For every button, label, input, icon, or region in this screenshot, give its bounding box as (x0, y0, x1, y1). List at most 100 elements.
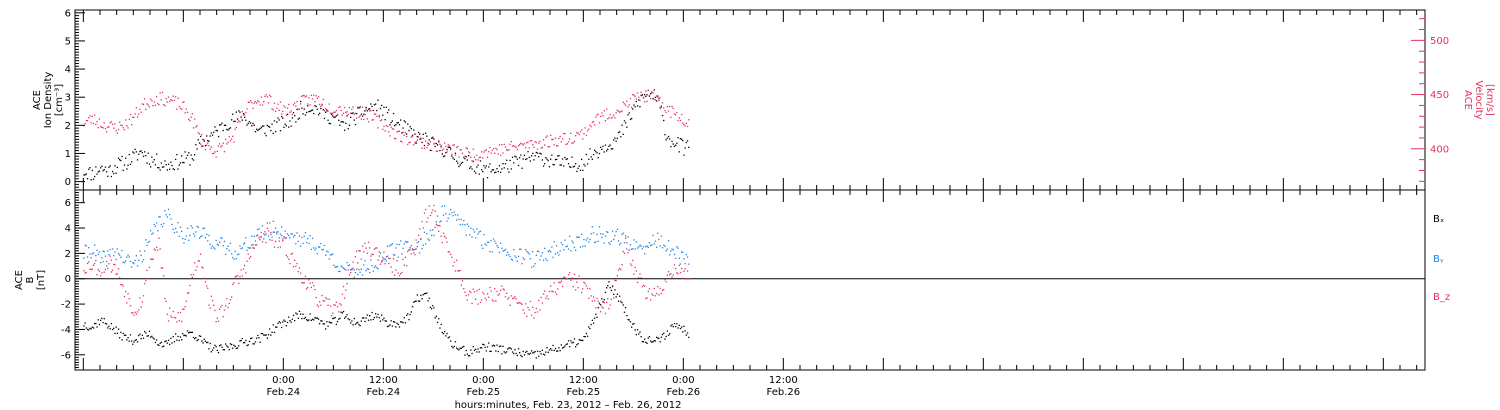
data-point (677, 327, 679, 329)
data-point (400, 119, 402, 121)
data-point (241, 337, 243, 340)
data-point (519, 352, 521, 354)
data-point (417, 240, 420, 243)
data-point (238, 345, 240, 347)
data-point (488, 241, 490, 243)
data-point (131, 266, 133, 268)
data-point (602, 145, 604, 147)
data-point (335, 266, 337, 268)
data-point (336, 320, 339, 323)
data-point (573, 165, 576, 167)
data-point (295, 105, 297, 107)
data-point (678, 324, 680, 326)
data-point (92, 122, 95, 125)
data-point (333, 116, 335, 118)
data-point (340, 265, 342, 267)
data-point (159, 216, 161, 218)
data-point (501, 168, 503, 170)
data-point (466, 299, 468, 301)
data-point (223, 349, 226, 351)
data-point (160, 341, 162, 343)
data-point (260, 126, 262, 129)
data-point (165, 340, 167, 342)
data-point (264, 334, 266, 336)
data-point (282, 240, 284, 242)
data-point (667, 334, 670, 336)
data-point (131, 124, 133, 126)
data-point (641, 248, 643, 250)
data-point (331, 113, 333, 115)
data-point (595, 313, 597, 315)
data-point (445, 335, 447, 337)
data-point (140, 338, 142, 340)
data-point (150, 258, 152, 260)
velocity-tick-label: 450 (1430, 90, 1449, 101)
data-point (579, 339, 582, 341)
data-point (111, 123, 114, 125)
date-tick-label: Feb.25 (567, 387, 601, 398)
data-point (675, 144, 677, 146)
data-point (191, 331, 193, 333)
data-point (623, 120, 626, 122)
data-point (477, 164, 479, 166)
data-point (542, 353, 545, 355)
data-point (296, 232, 298, 234)
data-point (445, 237, 447, 239)
data-point (261, 104, 264, 106)
data-point (447, 217, 449, 219)
data-point (392, 112, 395, 115)
density-axis-label-line2: Ion Density (43, 72, 54, 129)
data-point (636, 281, 639, 284)
data-point (252, 107, 254, 110)
data-point (535, 357, 537, 359)
data-point (485, 165, 487, 167)
data-point (277, 231, 279, 233)
data-point (567, 340, 570, 342)
data-point (95, 322, 97, 325)
data-point (373, 104, 376, 106)
data-point (232, 256, 234, 259)
data-point (147, 104, 149, 106)
data-point (308, 242, 310, 245)
data-point (609, 114, 611, 116)
data-point (570, 250, 572, 252)
data-point (338, 106, 340, 109)
data-point (201, 134, 203, 136)
data-point (228, 128, 230, 130)
data-point (604, 144, 607, 146)
data-point (150, 166, 152, 168)
data-point (619, 244, 621, 246)
data-point (341, 266, 343, 268)
data-point (603, 302, 605, 304)
data-point (297, 240, 299, 243)
data-point (100, 261, 102, 264)
data-point (426, 233, 428, 235)
data-point (242, 342, 245, 344)
data-point (392, 254, 395, 256)
data-point (115, 258, 117, 261)
data-point (463, 288, 465, 290)
data-point (658, 337, 660, 340)
data-point (452, 347, 454, 349)
data-point (327, 119, 329, 121)
data-point (304, 96, 307, 98)
data-point (172, 336, 174, 338)
data-point (192, 159, 195, 161)
data-point (513, 249, 515, 251)
data-point (108, 126, 110, 128)
data-point (534, 312, 536, 314)
data-point (514, 145, 516, 148)
data-point (311, 318, 314, 320)
data-point (313, 112, 315, 115)
data-point (103, 169, 105, 171)
data-point (203, 139, 205, 141)
data-point (667, 135, 670, 138)
data-point (207, 341, 209, 344)
data-point (653, 287, 655, 290)
data-point (386, 111, 389, 114)
data-point (419, 138, 421, 140)
data-point (642, 341, 645, 343)
data-point (523, 143, 526, 145)
data-point (595, 116, 597, 118)
